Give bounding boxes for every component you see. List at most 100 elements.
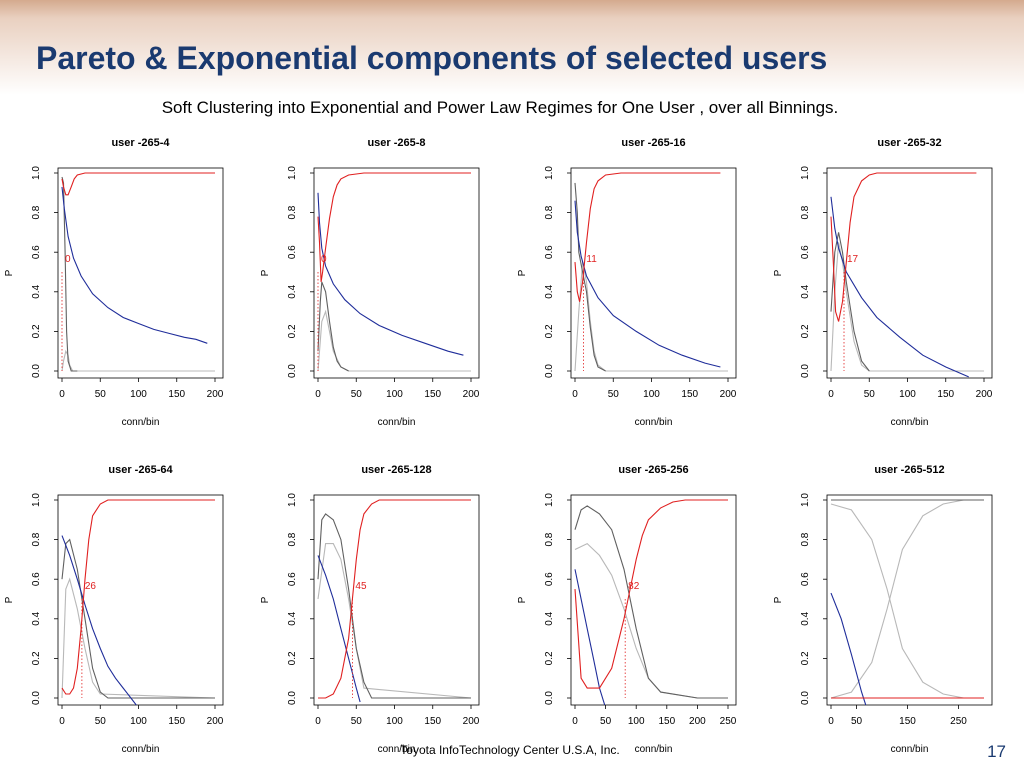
x-tick-label: 50 — [608, 389, 620, 400]
y-tick-label: 0.0 — [31, 691, 42, 705]
series-line-red — [318, 499, 471, 699]
plot-frame — [826, 167, 993, 379]
y-tick-label: 0.4 — [31, 284, 42, 298]
y-tick-label: 0.8 — [287, 205, 298, 219]
chart-title: user -265-8 — [367, 137, 425, 149]
chart-panel: user -265-256 0 50 100 150 200 250 0.0 0.2 0.4 0.6… — [517, 464, 737, 755]
x-axis-label: conn/bin — [122, 744, 160, 755]
y-tick-label: 0.4 — [544, 611, 555, 625]
y-tick-label: 1.0 — [31, 166, 42, 180]
y-tick-label: 0.4 — [800, 284, 811, 298]
y-tick-label: 0.8 — [800, 205, 811, 219]
chart-title: user -265-128 — [361, 464, 431, 476]
y-tick-label: 0.6 — [544, 572, 555, 586]
y-tick-label: 0.6 — [287, 245, 298, 259]
series-line-light-gray — [317, 309, 471, 372]
chart-title: user -265-32 — [877, 137, 941, 149]
x-tick-label: 100 — [899, 389, 916, 400]
y-tick-label: 0.6 — [31, 245, 42, 259]
series-line-red — [61, 172, 215, 196]
x-tick-label: 150 — [681, 389, 698, 400]
chart-panel: user -265-16 0 50 100 150 200 0.0 0.2 0.4 0.6 0.8 1… — [517, 137, 737, 428]
x-tick-label: 0 — [572, 389, 578, 400]
x-tick-label: 50 — [851, 716, 863, 727]
y-tick-label: 0.0 — [800, 691, 811, 705]
plot-frame — [570, 494, 737, 706]
x-tick-label: 200 — [689, 716, 706, 727]
x-tick-label: 150 — [937, 389, 954, 400]
y-tick-label: 1.0 — [800, 166, 811, 180]
series-line-red — [574, 172, 721, 302]
series-line-light-gray — [317, 543, 472, 699]
x-tick-label: 200 — [207, 716, 224, 727]
y-axis-label: P — [773, 596, 784, 603]
plot-frame — [570, 167, 737, 379]
x-tick-label: 150 — [424, 389, 441, 400]
y-axis-label: P — [260, 269, 271, 276]
chart-panel: user -265-128 0 50 100 150 200 0.0 0.2 0.4 0.6 0.8… — [260, 464, 480, 755]
chart-panel: user -265-8 0 50 100 150 200 0.0 0.2 0.4 0.6 0.8 1.… — [260, 137, 480, 428]
series-line-light-gray — [61, 577, 216, 699]
series-line-blue — [61, 186, 208, 344]
y-tick-label: 0.8 — [31, 205, 42, 219]
y-tick-label: 1.0 — [287, 493, 298, 507]
y-tick-label: 0.2 — [800, 324, 811, 338]
plot-frame — [313, 167, 480, 379]
y-axis-label: P — [517, 269, 528, 276]
y-tick-label: 0.4 — [287, 284, 298, 298]
y-tick-label: 0.0 — [31, 364, 42, 378]
series-line-red — [574, 499, 728, 689]
series-line-light-gray — [830, 499, 984, 699]
x-tick-label: 200 — [463, 389, 480, 400]
series-line-blue — [830, 592, 867, 705]
threshold-label: 0 — [321, 254, 327, 265]
series-line-dark-gray — [574, 182, 606, 372]
y-tick-label: 1.0 — [544, 166, 555, 180]
series-line-dark-gray — [61, 538, 215, 699]
y-tick-label: 1.0 — [31, 493, 42, 507]
x-tick-label: 50 — [351, 389, 363, 400]
x-tick-label: 200 — [976, 389, 993, 400]
series-line-light-gray — [61, 349, 215, 372]
y-tick-label: 0.0 — [287, 691, 298, 705]
x-tick-label: 100 — [386, 716, 403, 727]
x-tick-label: 200 — [720, 389, 737, 400]
y-tick-label: 0.2 — [287, 324, 298, 338]
x-tick-label: 50 — [95, 389, 107, 400]
plot-frame — [57, 167, 224, 379]
chart-title: user -265-512 — [874, 464, 944, 476]
threshold-label: 11 — [586, 254, 597, 265]
chart-title: user -265-64 — [108, 464, 173, 476]
x-axis-label: conn/bin — [635, 744, 673, 755]
x-axis-label: conn/bin — [891, 417, 929, 428]
y-axis-label: P — [4, 596, 15, 603]
x-tick-label: 0 — [59, 716, 65, 727]
y-tick-label: 0.6 — [31, 572, 42, 586]
series-line-red — [317, 172, 471, 282]
slide-title: Pareto & Exponential components of selec… — [36, 40, 828, 76]
threshold-label: 45 — [355, 581, 367, 592]
x-tick-label: 150 — [168, 716, 185, 727]
x-tick-label: 150 — [168, 389, 185, 400]
x-tick-label: 100 — [628, 716, 645, 727]
chart-title: user -265-256 — [618, 464, 688, 476]
plot-frame — [57, 494, 224, 706]
y-tick-label: 0.6 — [544, 245, 555, 259]
page-number: 17 — [987, 742, 1006, 761]
series-line-light-gray — [574, 261, 728, 372]
x-tick-label: 250 — [720, 716, 737, 727]
x-tick-label: 100 — [643, 389, 660, 400]
y-tick-label: 1.0 — [544, 493, 555, 507]
x-tick-label: 0 — [315, 716, 321, 727]
series-line-blue — [317, 555, 361, 703]
chart-panel: user -265-512 0 50 150 250 0.0 0.2 0.4 0.6 0.8 1.0… — [773, 464, 993, 755]
chart-title: user -265-16 — [621, 137, 685, 149]
y-tick-label: 0.0 — [800, 364, 811, 378]
series-line-light-gray — [830, 503, 984, 699]
y-axis-label: P — [773, 269, 784, 276]
y-axis-label: P — [4, 269, 15, 276]
series-line-blue — [61, 535, 137, 705]
x-tick-label: 50 — [864, 389, 876, 400]
y-tick-label: 0.4 — [544, 284, 555, 298]
